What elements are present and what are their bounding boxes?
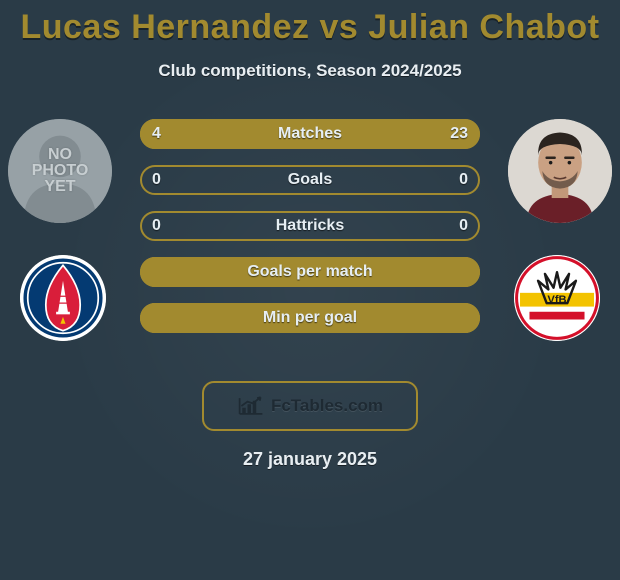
stat-value-right: 23 — [450, 119, 468, 149]
stat-value-left: 0 — [152, 211, 161, 241]
page-title: Lucas Hernandez vs Julian Chabot — [0, 0, 620, 47]
stat-label: Min per goal — [140, 303, 480, 333]
player-left-club-logo — [20, 255, 106, 341]
player-right-photo — [508, 119, 612, 223]
stat-label: Hattricks — [140, 211, 480, 241]
footer-date: 27 january 2025 — [0, 449, 620, 470]
vfb-logo-icon: VfB — [514, 255, 600, 341]
stat-label: Goals per match — [140, 257, 480, 287]
stat-label: Goals — [140, 165, 480, 195]
no-photo-placeholder: NOPHOTOYET — [8, 119, 112, 223]
player-right-portrait — [508, 119, 612, 223]
comparison-card: Lucas Hernandez vs Julian Chabot Club co… — [0, 0, 620, 580]
psg-logo-icon — [20, 255, 106, 341]
brand-text: FcTables.com — [271, 396, 383, 416]
stat-rows: Matches423Goals00Hattricks00Goals per ma… — [140, 119, 480, 349]
stat-value-right: 0 — [459, 211, 468, 241]
stat-value-left: 4 — [152, 119, 161, 149]
stat-row: Hattricks0 0 — [140, 211, 480, 241]
no-photo-label: NOPHOTOYET — [32, 147, 89, 195]
brand-chart-icon — [237, 395, 265, 417]
stat-row: Goals per match — [140, 257, 480, 287]
stat-row: Min per goal — [140, 303, 480, 333]
player-right-club-logo: VfB — [514, 255, 600, 341]
stat-value-left: 0 — [152, 165, 161, 195]
svg-text:VfB: VfB — [547, 294, 566, 306]
player-left-photo: NOPHOTOYET — [8, 119, 112, 223]
stat-value-right: 0 — [459, 165, 468, 195]
stat-label: Matches — [140, 119, 480, 149]
subtitle: Club competitions, Season 2024/2025 — [0, 61, 620, 81]
stats-area: NOPHOTOYET — [0, 119, 620, 359]
stat-row: Goals0 0 — [140, 165, 480, 195]
stat-row: Matches4 23 — [140, 119, 480, 149]
brand-box: FcTables.com — [202, 381, 418, 431]
